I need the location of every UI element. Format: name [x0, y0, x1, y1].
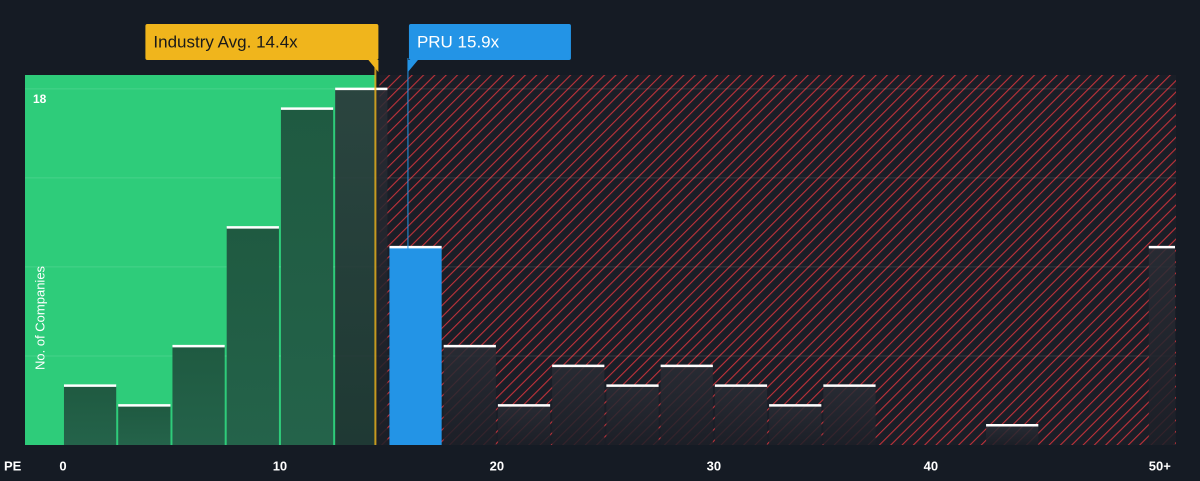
- x-tick-label: 40: [924, 458, 938, 473]
- bar: [335, 88, 388, 445]
- y-axis-label: No. of Companies: [32, 265, 47, 370]
- bar: [606, 385, 659, 445]
- bar: [552, 365, 605, 445]
- bar: [1148, 247, 1175, 445]
- bar: [118, 405, 171, 445]
- x-tick-label: 10: [273, 458, 287, 473]
- x-tick-label: 30: [707, 458, 721, 473]
- above-region: [379, 75, 1176, 445]
- marker-pointer: [368, 60, 379, 72]
- marker-box: [408, 24, 571, 60]
- x-axis-label: PE: [4, 458, 22, 473]
- y-tick-label: 18: [33, 92, 47, 106]
- bar: [443, 346, 496, 445]
- bar: [226, 227, 279, 445]
- marker-box: [145, 24, 379, 60]
- bar: [63, 385, 117, 445]
- bar: [986, 425, 1039, 445]
- marker-label: PRU 15.9x: [417, 32, 500, 51]
- bar: [714, 385, 768, 445]
- marker-label: Industry Avg. 14.4x: [153, 32, 298, 51]
- bar: [172, 346, 225, 445]
- bar: [389, 247, 442, 445]
- bar: [497, 405, 551, 445]
- marker-pointer: [407, 60, 418, 72]
- bar: [823, 385, 876, 445]
- bar: [660, 365, 713, 445]
- x-tick-label: 50+: [1149, 458, 1171, 473]
- bar: [769, 405, 822, 445]
- bar: [280, 108, 334, 446]
- x-tick-label: 0: [59, 458, 66, 473]
- x-tick-label: 20: [490, 458, 504, 473]
